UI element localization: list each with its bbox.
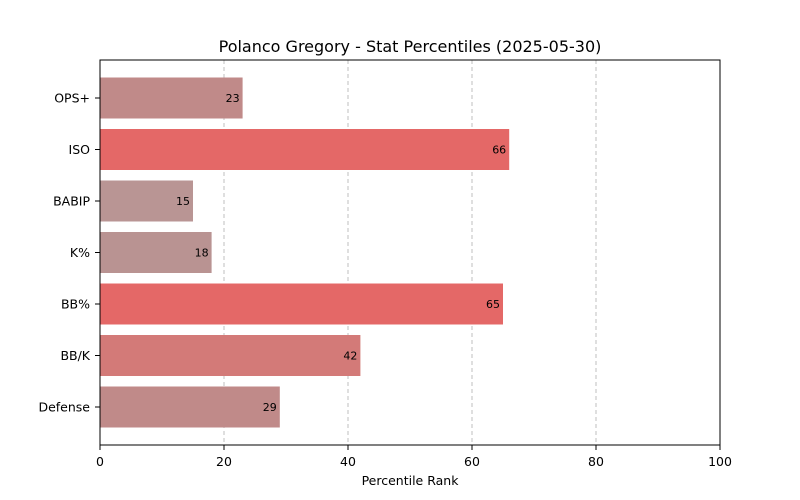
chart-title: Polanco Gregory - Stat Percentiles (2025… — [219, 37, 602, 56]
bar-k — [100, 232, 212, 273]
x-axis: 0 20 40 60 80 100 — [96, 445, 732, 469]
x-axis-label: Percentile Rank — [362, 473, 460, 488]
bar-value-label: 42 — [343, 350, 357, 363]
y-tick-label: ISO — [69, 142, 91, 157]
x-tick-label: 20 — [216, 454, 232, 469]
bar-iso — [100, 129, 510, 170]
bar-value-label: 18 — [195, 247, 209, 260]
y-tick-label: K% — [70, 245, 90, 260]
y-tick-label: Defense — [38, 400, 90, 415]
x-tick-label: 40 — [340, 454, 356, 469]
bar-value-label: 29 — [263, 401, 277, 414]
bar-defense — [100, 386, 280, 428]
data-labels: 23 66 15 18 65 42 29 — [176, 92, 506, 414]
bar-value-label: 66 — [492, 144, 506, 157]
y-tick-label: BB/K — [60, 348, 90, 363]
bar-ops — [100, 77, 243, 119]
y-tick-label: OPS+ — [54, 91, 90, 106]
x-tick-label: 60 — [464, 454, 480, 469]
y-axis: OPS+ ISO BABIP K% BB% BB/K Defense — [38, 91, 100, 415]
bar-value-label: 15 — [176, 195, 190, 208]
x-tick-label: 80 — [588, 454, 604, 469]
bar-value-label: 23 — [226, 92, 240, 105]
bars — [100, 77, 510, 428]
bar-babip — [100, 180, 193, 222]
bar-bb — [100, 283, 503, 325]
bar-bb-k — [100, 335, 361, 376]
bar-value-label: 65 — [486, 298, 500, 311]
y-tick-label: BB% — [61, 297, 90, 312]
x-tick-label: 100 — [708, 454, 732, 469]
grid-lines — [223, 60, 597, 445]
x-tick-label: 0 — [96, 454, 104, 469]
y-tick-label: BABIP — [53, 194, 90, 209]
